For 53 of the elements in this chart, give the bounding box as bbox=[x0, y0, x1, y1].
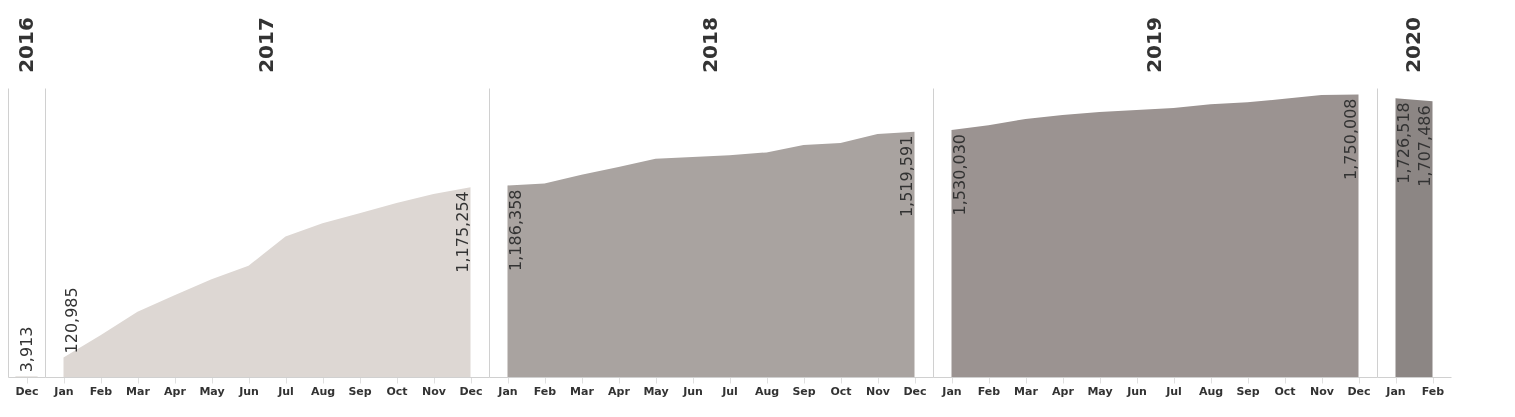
x-tick-label: May bbox=[643, 384, 669, 398]
text: 2016 bbox=[13, 17, 38, 73]
x-tick-label: Jan bbox=[53, 384, 74, 398]
x-tick-label: Jul bbox=[1165, 384, 1182, 398]
x-tick-label: Feb bbox=[977, 384, 1001, 398]
x-tick-label: Sep bbox=[348, 384, 372, 398]
data-label: 120,985 bbox=[61, 287, 81, 354]
x-tick-label: Apr bbox=[1052, 384, 1075, 398]
x-tick-label: Dec bbox=[15, 384, 39, 398]
x-tick-label: Oct bbox=[830, 384, 852, 398]
data-label: 1,707,486 bbox=[1414, 105, 1434, 187]
text: 2019 bbox=[1142, 17, 1166, 73]
x-tick-label: Jul bbox=[721, 384, 738, 398]
x-tick-label: Jun bbox=[1126, 384, 1147, 398]
x-tick-label: Mar bbox=[126, 384, 151, 398]
x-tick-label: Nov bbox=[1310, 384, 1335, 398]
x-tick-label: Apr bbox=[164, 384, 187, 398]
x-tick-label: Jul bbox=[277, 384, 294, 398]
data-label: 1,519,591 bbox=[896, 135, 916, 218]
x-tick-label: Jan bbox=[1385, 384, 1406, 398]
text: 2020 bbox=[1401, 17, 1425, 73]
x-tick-label: May bbox=[1087, 384, 1113, 398]
x-tick-label: Sep bbox=[1236, 384, 1260, 398]
x-tick-label: Mar bbox=[1014, 384, 1039, 398]
data-label: 1,530,030 bbox=[949, 133, 969, 216]
x-tick-label: Jun bbox=[238, 384, 259, 398]
data-label: 1,726,518 bbox=[1393, 102, 1413, 184]
data-label: 1,186,358 bbox=[505, 189, 525, 271]
x-tick-label: Dec bbox=[903, 384, 927, 398]
x-tick-label: Jun bbox=[682, 384, 703, 398]
x-tick-label: Aug bbox=[1198, 384, 1224, 398]
x-tick-label: Mar bbox=[570, 384, 595, 398]
x-tick-label: Aug bbox=[310, 384, 336, 398]
x-tick-label: Oct bbox=[1274, 384, 1296, 398]
x-tick-label: Jan bbox=[497, 384, 518, 398]
x-tick-label: Jan bbox=[941, 384, 962, 398]
x-tick-label: May bbox=[199, 384, 225, 398]
x-tick-label: Oct bbox=[386, 384, 408, 398]
x-tick-label: Dec bbox=[1347, 384, 1371, 398]
x-tick-label: Feb bbox=[533, 384, 557, 398]
text: 2018 bbox=[698, 17, 722, 73]
text: 2017 bbox=[254, 17, 278, 73]
x-tick-label: Feb bbox=[1421, 384, 1445, 398]
x-tick-label: Apr bbox=[608, 384, 631, 398]
x-tick-label: Aug bbox=[754, 384, 780, 398]
x-tick-label: Nov bbox=[866, 384, 891, 398]
data-label: 1,750,008 bbox=[1340, 98, 1360, 180]
x-tick-label: Nov bbox=[422, 384, 447, 398]
data-label: 1,175,254 bbox=[452, 191, 472, 273]
data-label: 3,913 bbox=[16, 326, 36, 373]
x-tick-label: Feb bbox=[89, 384, 113, 398]
x-tick-label: Dec bbox=[459, 384, 483, 398]
x-tick-label: Sep bbox=[792, 384, 816, 398]
